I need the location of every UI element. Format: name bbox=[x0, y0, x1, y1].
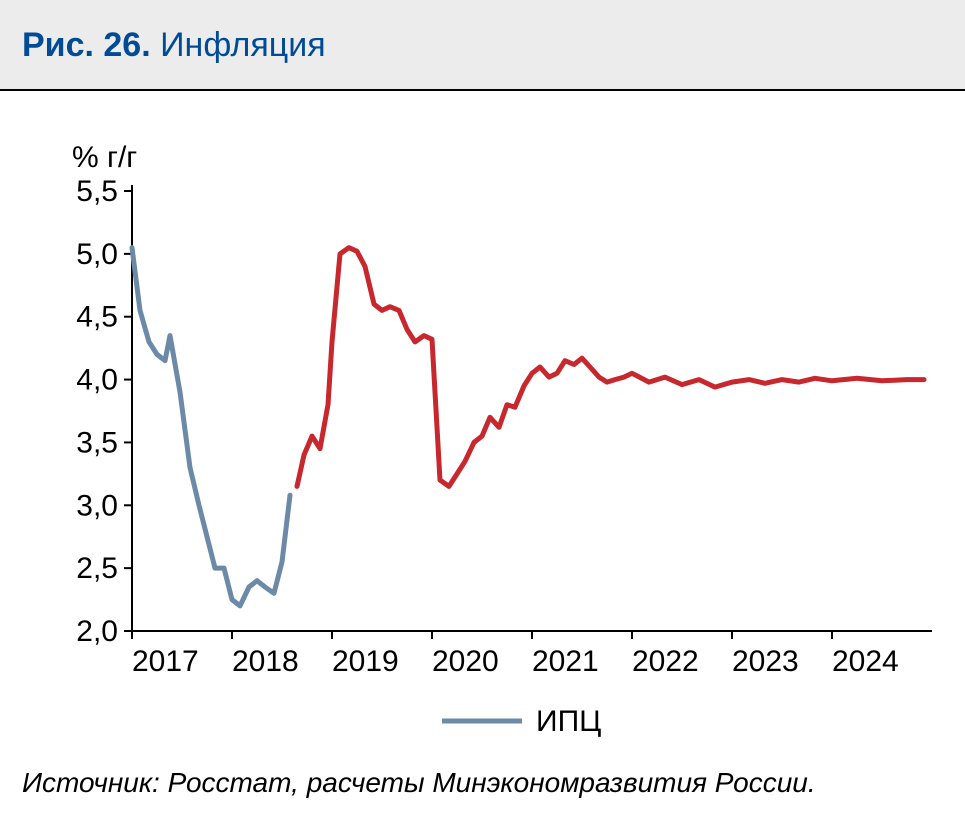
x-tick-label: 2018 bbox=[232, 645, 299, 678]
y-tick-label: 2,0 bbox=[76, 615, 118, 648]
series-ИПЦ_forecast bbox=[297, 248, 924, 487]
x-tick-label: 2017 bbox=[132, 645, 199, 678]
y-tick-label: 3,0 bbox=[76, 489, 118, 522]
chart-area: % г/г 2,0 2,5 3,0 3,5 4,0 4,5 5,0 5,5 2017 2018 201… bbox=[0, 91, 965, 761]
y-tick-label: 3,5 bbox=[76, 426, 118, 459]
x-tick-label: 2022 bbox=[632, 645, 699, 678]
x-tick-label: 2023 bbox=[732, 645, 799, 678]
y-tick-label: 5,0 bbox=[76, 238, 118, 271]
x-tick-label: 2020 bbox=[432, 645, 499, 678]
y-tick-label: 4,5 bbox=[76, 301, 118, 334]
figure-title-bar: Рис. 26. Инфляция bbox=[0, 0, 965, 91]
legend-label: ИПЦ bbox=[536, 705, 601, 738]
figure-container: Рис. 26. Инфляция % г/г 2,0 2,5 3,0 3,5 4,0 4,… bbox=[0, 0, 965, 813]
source-caption: Источник: Росстат, расчеты Минэкономразв… bbox=[0, 761, 965, 799]
figure-number: Рис. 26. bbox=[22, 26, 151, 64]
figure-title: Инфляция bbox=[151, 26, 326, 64]
x-tick-label: 2024 bbox=[832, 645, 899, 678]
x-tick-label: 2019 bbox=[332, 645, 399, 678]
y-axis-unit-label: % г/г bbox=[72, 141, 137, 174]
y-tick-label: 2,5 bbox=[76, 552, 118, 585]
x-tick-label: 2021 bbox=[532, 645, 599, 678]
y-tick-label: 5,5 bbox=[76, 175, 118, 208]
inflation-line-chart: % г/г 2,0 2,5 3,0 3,5 4,0 4,5 5,0 5,5 2017 2018 201… bbox=[22, 121, 952, 761]
y-tick-label: 4,0 bbox=[76, 364, 118, 397]
series-ИПЦ_hist bbox=[132, 248, 290, 606]
